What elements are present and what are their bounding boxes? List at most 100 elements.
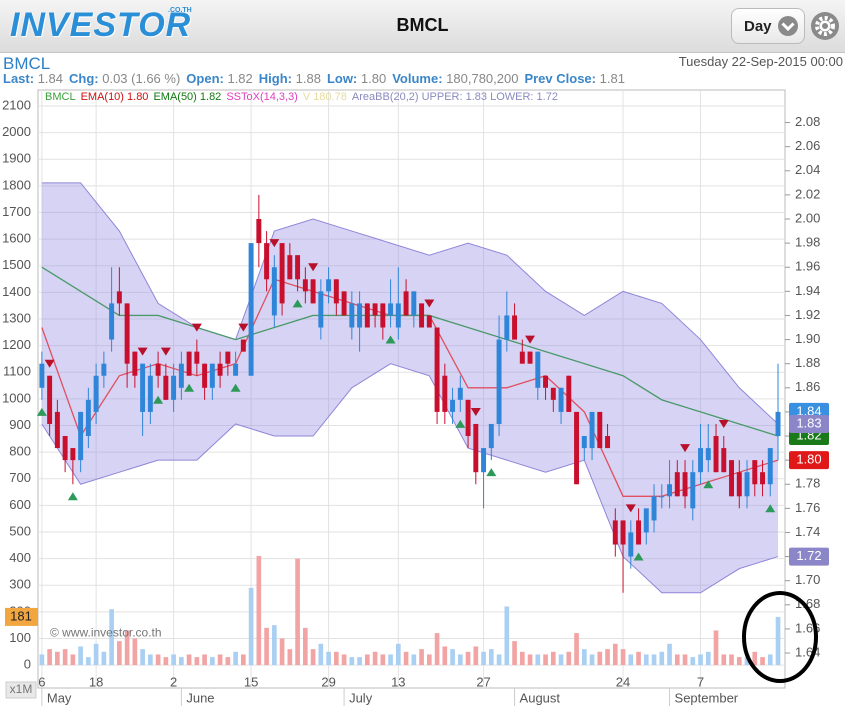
volume-bar [636,651,641,666]
candle-body [93,375,99,412]
legend-item: AreaBB(20,2) UPPER: 1.83 LOWER: 1.72 [352,91,558,103]
volume-bar [767,654,773,666]
y-tick-label: 700 [9,470,31,485]
y-tick-label: 1500 [2,257,31,272]
sell-signal [269,239,280,248]
sell-signal [238,323,249,332]
candle-body [341,291,347,316]
volume-bar [558,654,564,666]
candle-body [202,363,208,388]
volume-bar [365,654,370,666]
buy-signal [230,383,241,392]
candle-body [705,448,711,461]
candle-body [581,436,587,449]
sell-signal [424,299,435,308]
candle-body [744,472,750,497]
candle-body [295,255,301,280]
volume-bar [334,651,339,666]
volume-bar [117,641,122,666]
y2-tick-label: 2.02 [795,186,820,201]
volume-bar [729,654,734,666]
x-tick-label: 18 [89,674,103,689]
x-tick-label: 13 [391,674,405,689]
legend-item: BMCL [45,91,76,103]
y2-tick-label: 1.78 [795,476,820,491]
logo-suffix: .CO.TH [168,7,192,14]
x-tick-label: 15 [244,674,258,689]
candle-body [481,448,487,473]
volume-bar [535,654,541,666]
volume-bar [519,651,525,666]
quote-label: Last: [3,71,35,86]
candle-body [248,243,254,376]
y-tick-label: 1100 [3,364,31,379]
candle-body [550,387,556,400]
volume-bar [667,643,672,666]
month-label: May [47,690,72,705]
volume-bar [574,633,579,666]
y2-tick-label: 1.86 [795,379,820,394]
y-tick-label: 400 [9,550,31,565]
chart: 0100200300400500600700800900100011001200… [2,89,829,706]
candle-body [767,448,773,485]
candle-body [233,363,239,376]
buy-signal [765,504,776,513]
candle-body [543,375,549,388]
volume-bar [248,587,254,666]
candle-body [333,279,339,304]
volume-bar [326,651,331,666]
volume-bar [210,657,215,666]
volume-bar [411,654,417,666]
candle-body [318,291,324,328]
candle-body [597,411,603,449]
sell-signal [525,335,536,344]
y-tick-label: 1000 [2,390,31,405]
x-tick-label: 27 [476,674,490,689]
buy-signal [153,395,164,404]
volume-bar [70,654,76,666]
volume-bar [620,649,626,666]
candle-body [473,423,479,473]
volume-bar [86,657,91,666]
volume-bar [597,651,603,666]
candle-body [643,508,649,533]
y-tick-label: 500 [9,523,31,538]
volume-bar [589,654,595,666]
volume-bar [124,630,130,666]
y2-tick-label: 2.06 [795,138,820,153]
sell-signal [625,504,636,513]
settings-icon[interactable] [810,11,840,41]
y-tick-label: 1900 [2,151,31,166]
candle-body [442,375,448,412]
volume-unit: x1M [10,682,33,696]
volume-bar [264,627,269,666]
candle-body [411,291,417,316]
volume-bar [457,654,463,666]
y2-tick-label: 1.90 [795,331,820,346]
volume-bar [93,643,99,666]
candle-body [217,363,223,376]
volume-bar [279,638,285,666]
quote-label: Prev Close: [524,71,596,86]
legend: BMCL EMA(10) 1.80 EMA(50) 1.82 SSToX(14,3,3… [45,91,558,103]
volume-bar [132,638,138,666]
plot-frame [37,89,786,689]
candle-body [651,496,657,521]
price-badge [789,451,829,470]
quote-label: Chg: [69,71,99,86]
candle-body [256,219,262,244]
candle-body [434,327,440,412]
y-tick-label: 2100 [2,97,31,112]
period-button[interactable]: Day [731,8,805,44]
quote-label: Low: [326,71,358,86]
logo[interactable]: INVESTOR [10,6,192,44]
price-badge [789,414,829,433]
x-tick-label: 2 [170,674,177,689]
price-badge-label: 1.72 [796,548,821,563]
volume-bar [272,625,277,666]
candle-body [364,303,370,328]
volume-bar [396,643,401,666]
month-label: August [520,690,561,705]
candle-body [465,399,471,437]
candle-body [140,363,146,412]
